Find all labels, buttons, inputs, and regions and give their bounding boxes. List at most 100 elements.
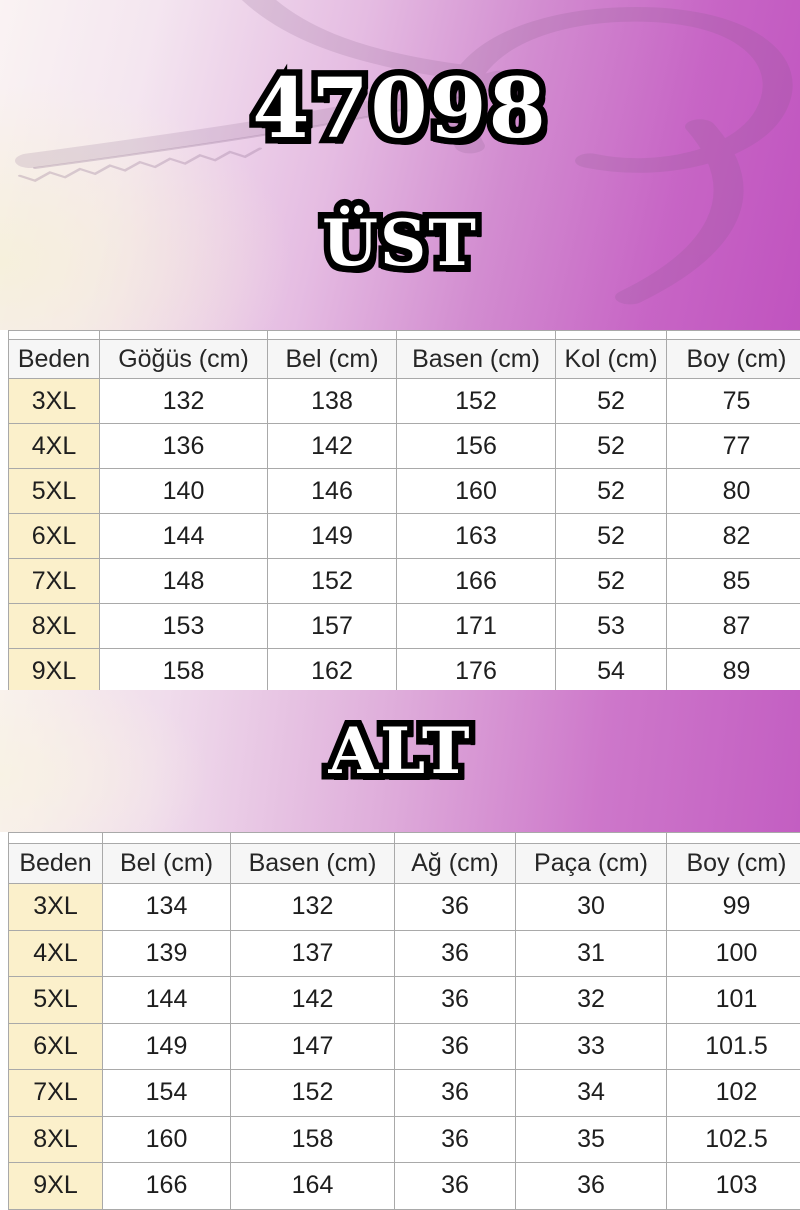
value-cell: 33 bbox=[516, 1023, 666, 1069]
sheet-edge-cell bbox=[397, 331, 555, 339]
size-table-alt-grid: Beden Bel (cm) Basen (cm) Ağ (cm) Paça (cm) B… bbox=[8, 832, 800, 1210]
value-cell: 138 bbox=[268, 379, 396, 423]
value-cell: 36 bbox=[395, 884, 515, 930]
value-cell: 152 bbox=[397, 379, 555, 423]
value-cell: 149 bbox=[103, 1023, 230, 1069]
value-cell: 137 bbox=[231, 930, 394, 976]
value-cell: 80 bbox=[667, 469, 800, 513]
size-cell: 3XL bbox=[9, 884, 102, 930]
column-header: Paça (cm) bbox=[516, 844, 666, 883]
value-cell: 157 bbox=[268, 604, 396, 648]
size-cell: 5XL bbox=[9, 977, 102, 1023]
value-cell: 153 bbox=[100, 604, 267, 648]
column-header: Boy (cm) bbox=[667, 844, 800, 883]
section-title-ust: ÜST bbox=[316, 205, 483, 282]
value-cell: 146 bbox=[268, 469, 396, 513]
value-cell: 36 bbox=[395, 977, 515, 1023]
value-cell: 162 bbox=[268, 649, 396, 693]
size-table-ust-grid: Beden Göğüs (cm) Bel (cm) Basen (cm) Kol (cm… bbox=[8, 330, 800, 694]
column-header: Basen (cm) bbox=[397, 340, 555, 378]
value-cell: 53 bbox=[556, 604, 666, 648]
value-cell: 77 bbox=[667, 424, 800, 468]
size-table-ust: Beden Göğüs (cm) Bel (cm) Basen (cm) Kol (cm… bbox=[0, 330, 800, 694]
value-cell: 134 bbox=[103, 884, 230, 930]
value-cell: 171 bbox=[397, 604, 555, 648]
value-cell: 101 bbox=[667, 977, 800, 1023]
value-cell: 52 bbox=[556, 559, 666, 603]
value-cell: 147 bbox=[231, 1023, 394, 1069]
size-cell: 8XL bbox=[9, 1116, 102, 1162]
column-header: Göğüs (cm) bbox=[100, 340, 267, 378]
sheet-edge-cell bbox=[231, 833, 394, 843]
value-cell: 132 bbox=[100, 379, 267, 423]
value-cell: 35 bbox=[516, 1116, 666, 1162]
column-header: Boy (cm) bbox=[667, 340, 800, 378]
sheet-edge-cell bbox=[667, 331, 800, 339]
value-cell: 164 bbox=[231, 1163, 394, 1209]
size-cell: 5XL bbox=[9, 469, 99, 513]
column-header: Bel (cm) bbox=[103, 844, 230, 883]
value-cell: 30 bbox=[516, 884, 666, 930]
value-cell: 52 bbox=[556, 379, 666, 423]
size-table-alt: Beden Bel (cm) Basen (cm) Ağ (cm) Paça (cm) B… bbox=[0, 832, 800, 1210]
value-cell: 160 bbox=[103, 1116, 230, 1162]
sheet-edge-cell bbox=[100, 331, 267, 339]
value-cell: 152 bbox=[231, 1070, 394, 1116]
value-cell: 148 bbox=[100, 559, 267, 603]
value-cell: 152 bbox=[268, 559, 396, 603]
size-cell: 9XL bbox=[9, 1163, 102, 1209]
value-cell: 103 bbox=[667, 1163, 800, 1209]
value-cell: 36 bbox=[395, 1070, 515, 1116]
value-cell: 166 bbox=[103, 1163, 230, 1209]
sheet-edge-cell bbox=[667, 833, 800, 843]
size-cell: 4XL bbox=[9, 930, 102, 976]
section-title-alt: ALT bbox=[322, 713, 476, 790]
column-header: Kol (cm) bbox=[556, 340, 666, 378]
value-cell: 36 bbox=[395, 1023, 515, 1069]
value-cell: 149 bbox=[268, 514, 396, 558]
value-cell: 144 bbox=[103, 977, 230, 1023]
value-cell: 36 bbox=[395, 930, 515, 976]
column-header: Bel (cm) bbox=[268, 340, 396, 378]
value-cell: 142 bbox=[231, 977, 394, 1023]
sheet-edge-cell bbox=[9, 331, 99, 339]
size-cell: 6XL bbox=[9, 1023, 102, 1069]
value-cell: 32 bbox=[516, 977, 666, 1023]
value-cell: 160 bbox=[397, 469, 555, 513]
size-cell: 9XL bbox=[9, 649, 99, 693]
value-cell: 166 bbox=[397, 559, 555, 603]
value-cell: 102.5 bbox=[667, 1116, 800, 1162]
mid-gradient-band: ALT bbox=[0, 690, 800, 832]
value-cell: 132 bbox=[231, 884, 394, 930]
sheet-edge-cell bbox=[516, 833, 666, 843]
size-cell: 3XL bbox=[9, 379, 99, 423]
value-cell: 154 bbox=[103, 1070, 230, 1116]
value-cell: 34 bbox=[516, 1070, 666, 1116]
value-cell: 158 bbox=[231, 1116, 394, 1162]
value-cell: 100 bbox=[667, 930, 800, 976]
value-cell: 158 bbox=[100, 649, 267, 693]
value-cell: 36 bbox=[395, 1163, 515, 1209]
hanger-watermark-icon bbox=[15, 0, 793, 305]
value-cell: 75 bbox=[667, 379, 800, 423]
value-cell: 89 bbox=[667, 649, 800, 693]
sheet-edge-cell bbox=[268, 331, 396, 339]
value-cell: 87 bbox=[667, 604, 800, 648]
size-cell: 7XL bbox=[9, 559, 99, 603]
value-cell: 82 bbox=[667, 514, 800, 558]
column-header: Basen (cm) bbox=[231, 844, 394, 883]
size-cell: 4XL bbox=[9, 424, 99, 468]
value-cell: 102 bbox=[667, 1070, 800, 1116]
value-cell: 31 bbox=[516, 930, 666, 976]
value-cell: 140 bbox=[100, 469, 267, 513]
value-cell: 85 bbox=[667, 559, 800, 603]
sheet-edge-cell bbox=[556, 331, 666, 339]
product-code-title: 47098 bbox=[246, 61, 552, 157]
sheet-edge-cell bbox=[103, 833, 230, 843]
value-cell: 99 bbox=[667, 884, 800, 930]
value-cell: 144 bbox=[100, 514, 267, 558]
value-cell: 139 bbox=[103, 930, 230, 976]
value-cell: 136 bbox=[100, 424, 267, 468]
value-cell: 163 bbox=[397, 514, 555, 558]
size-cell: 6XL bbox=[9, 514, 99, 558]
